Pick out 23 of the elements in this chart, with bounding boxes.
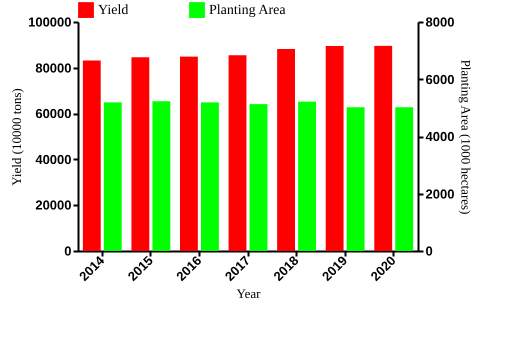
y2-tick-label: 6000	[426, 72, 454, 87]
legend-label: Planting Area	[209, 3, 286, 18]
y2-axis-title: Planting Area (1000 hectares)	[458, 60, 474, 214]
y-tick-label: 20000	[35, 198, 72, 213]
bar	[82, 60, 101, 251]
y-tick-label: 40000	[35, 152, 72, 167]
y-tick-label: 100000	[28, 14, 72, 30]
legend-label: Yield	[98, 3, 128, 18]
bar	[277, 49, 295, 251]
y-tick-label: 0	[64, 244, 72, 258]
y-tick-label: 80000	[35, 60, 72, 76]
y-axis-title: Yield (10000 tons)	[9, 88, 24, 186]
y2-tick-label: 2000	[426, 186, 454, 202]
bar	[180, 56, 198, 251]
y-tick-label: 60000	[35, 106, 72, 122]
bar	[374, 46, 392, 251]
x-axis-title: Year	[236, 286, 262, 301]
bar	[228, 55, 246, 251]
y2-tick-label: 8000	[426, 14, 454, 30]
bar	[326, 46, 344, 251]
y2-tick-label: 0	[426, 244, 433, 258]
bar	[131, 57, 150, 251]
y2-tick-label: 4000	[426, 129, 454, 144]
